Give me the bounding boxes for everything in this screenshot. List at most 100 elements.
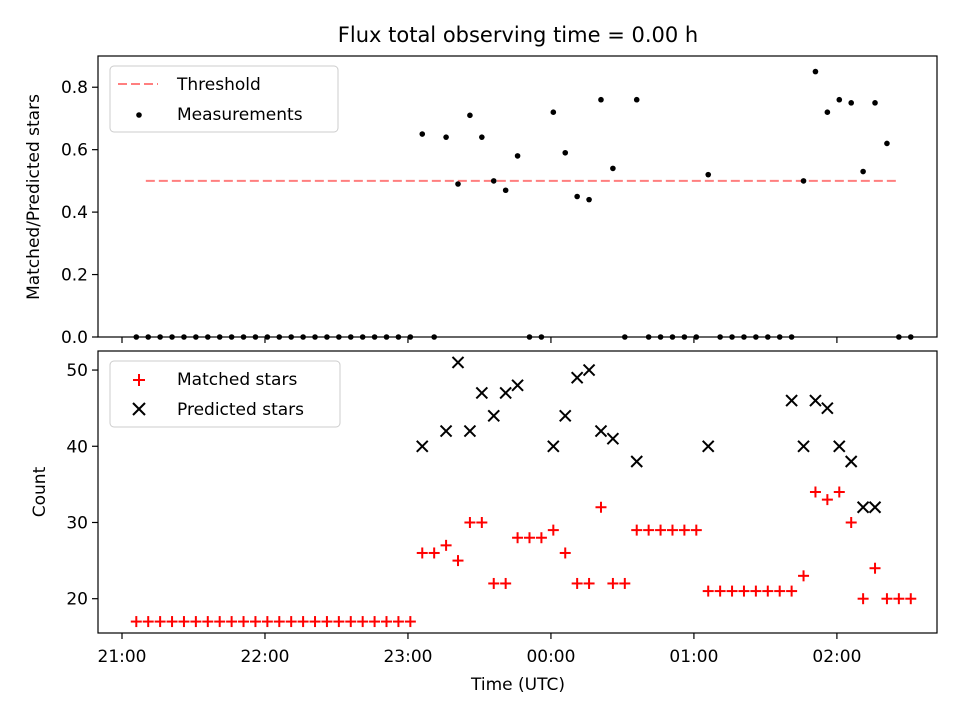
- measurement-point: [514, 153, 521, 159]
- matched-stars-point: [643, 524, 655, 536]
- matched-stars-point: [774, 585, 786, 597]
- predicted-stars-point: [630, 455, 643, 468]
- count-y-axis-label: Count: [30, 466, 50, 517]
- matched-stars-point: [690, 524, 702, 536]
- predicted-stars-point: [547, 440, 560, 453]
- matched-stars-point: [488, 577, 500, 589]
- measurement-point: [586, 196, 592, 203]
- x-tick-label: 23:00: [383, 647, 432, 667]
- matched-stars-point: [702, 585, 714, 597]
- threshold-legend-label: Threshold: [176, 75, 261, 95]
- matched-stars-point: [571, 577, 583, 589]
- predicted-stars-legend-label: Predicted stars: [177, 400, 304, 420]
- matched-stars-point: [178, 616, 190, 628]
- matched-stars-legend-label: Matched stars: [177, 370, 297, 390]
- matched-stars-point: [607, 577, 619, 589]
- predicted-stars-point: [785, 394, 798, 407]
- matched-stars-point: [809, 486, 821, 498]
- matched-stars-point: [238, 616, 250, 628]
- measurements-legend-swatch: [136, 112, 142, 118]
- matched-stars-point: [249, 616, 261, 628]
- measurement-point: [562, 149, 569, 156]
- y-tick-label: 0.4: [61, 203, 88, 223]
- matched-stars-point: [893, 593, 905, 605]
- predicted-stars-point: [856, 501, 870, 514]
- chart-title: Flux total observing time = 0.00 h: [338, 23, 698, 47]
- matched-stars-point: [726, 585, 738, 597]
- predicted-stars-point: [487, 409, 500, 422]
- matched-stars-point: [523, 532, 535, 544]
- matched-stars-point: [678, 524, 690, 536]
- matched-stars-point: [321, 616, 333, 628]
- matched-stars-point: [154, 616, 166, 628]
- predicted-stars-point: [582, 363, 596, 377]
- predicted-stars-point: [594, 424, 608, 438]
- measurement-point: [610, 165, 616, 172]
- matched-stars-point: [476, 516, 488, 528]
- measurement-point: [824, 109, 831, 115]
- matched-stars-point: [130, 616, 142, 628]
- measurement-point: [574, 193, 580, 200]
- predicted-stars-point: [797, 440, 810, 453]
- predicted-stars-point: [868, 501, 882, 514]
- matched-stars-point: [666, 524, 678, 536]
- matched-stars-point: [750, 585, 762, 597]
- matched-stars-point: [345, 616, 357, 628]
- measurement-point: [490, 178, 497, 184]
- matched-stars-point: [869, 562, 881, 574]
- matched-stars-point: [905, 593, 917, 605]
- matched-stars-point: [464, 516, 476, 528]
- matched-stars-point: [226, 616, 238, 628]
- matched-stars-point: [416, 547, 428, 559]
- matched-stars-point: [881, 593, 893, 605]
- predicted-stars-point: [833, 440, 846, 453]
- matched-stars-point: [714, 585, 726, 597]
- measurement-point: [633, 96, 640, 103]
- predicted-stars-point: [475, 386, 489, 400]
- matched-stars-point: [500, 577, 512, 589]
- predicted-stars-point: [511, 379, 524, 392]
- matched-stars-point: [857, 593, 869, 605]
- matched-stars-point: [309, 616, 321, 628]
- measurement-point: [467, 112, 473, 119]
- matched-stars-point: [452, 555, 464, 567]
- time-x-axis: 21:00 22:00 23:00 00:00 01:00 02:00: [98, 633, 861, 667]
- predicted-stars-point: [439, 424, 453, 438]
- matched-stars-point: [273, 616, 285, 628]
- measurement-point: [455, 181, 461, 187]
- measurement-point: [800, 178, 807, 184]
- matched-stars-point: [190, 616, 202, 628]
- predicted-stars-point: [844, 455, 858, 468]
- y-tick-label: 30: [66, 513, 88, 533]
- matched-stars-point: [428, 547, 440, 559]
- ratio-legend-box: [109, 65, 339, 133]
- count-legend-box: [109, 360, 341, 428]
- predicted-stars-point: [499, 386, 512, 400]
- measurement-point: [550, 109, 557, 115]
- ratio-x-ticks: [121, 337, 838, 343]
- matched-stars-point: [631, 524, 643, 536]
- matched-stars-point: [655, 524, 667, 536]
- measurement-point: [812, 68, 819, 75]
- matched-stars-point: [440, 539, 452, 551]
- matched-stars-point: [512, 532, 524, 544]
- ratio-panel: 0.00.20.40.60.8 Matched/Predicted stars …: [24, 55, 938, 348]
- y-tick-label: 0.0: [61, 328, 88, 348]
- matched-stars-point: [762, 585, 774, 597]
- predicted-stars-point: [570, 371, 584, 384]
- matched-stars-point: [333, 616, 345, 628]
- matched-stars-point: [738, 585, 750, 597]
- predicted-stars-point: [606, 432, 620, 445]
- matched-stars-point: [547, 524, 559, 536]
- measurement-point: [705, 171, 712, 178]
- predicted-stars-point: [809, 394, 822, 407]
- predicted-stars-legend-swatch: [132, 402, 146, 416]
- matched-stars-point: [285, 616, 297, 628]
- predicted-stars-point: [463, 424, 477, 438]
- matched-stars-point: [297, 616, 309, 628]
- matched-stars-point: [595, 501, 607, 513]
- matched-stars-point: [369, 616, 381, 628]
- measurements-legend-label: Measurements: [177, 105, 303, 125]
